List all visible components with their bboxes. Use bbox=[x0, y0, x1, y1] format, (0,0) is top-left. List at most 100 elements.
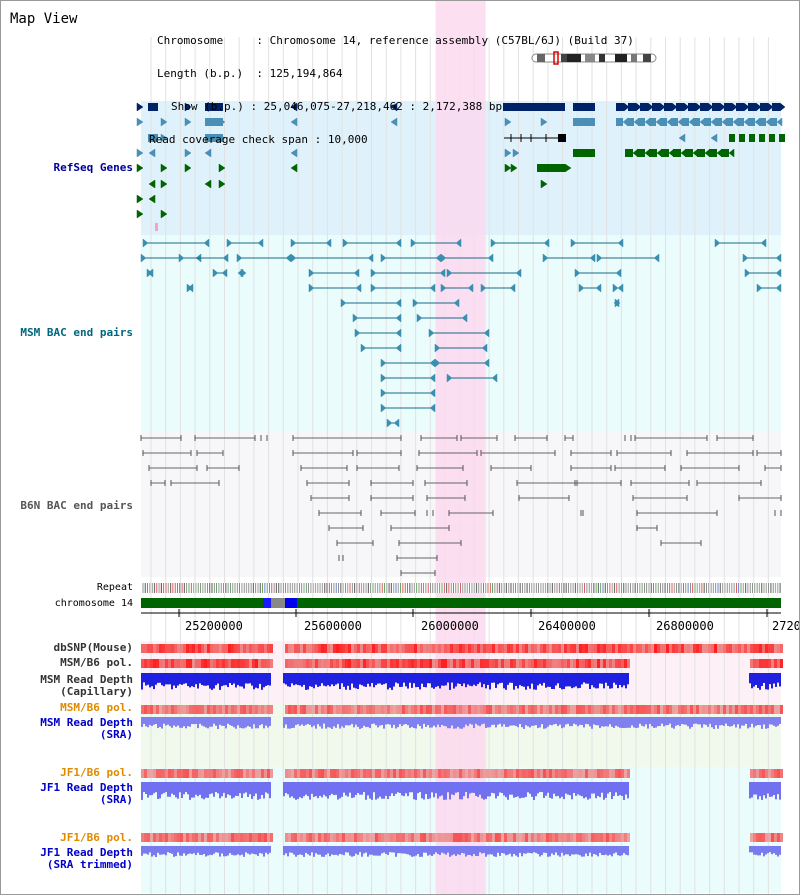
read-depth-bar bbox=[713, 717, 715, 729]
heat-cell bbox=[408, 644, 411, 653]
heat-cell bbox=[696, 705, 699, 714]
read-depth-bar bbox=[173, 782, 175, 795]
track-label-b6n-bac[interactable]: B6N BAC end pairs bbox=[20, 499, 133, 512]
read-depth-bar bbox=[183, 846, 185, 854]
read-depth-bar bbox=[213, 846, 215, 854]
read-depth-bar bbox=[483, 673, 485, 685]
heat-cell bbox=[183, 659, 186, 668]
read-depth-bar bbox=[333, 717, 335, 727]
read-depth-bar bbox=[181, 673, 183, 685]
heat-cell bbox=[177, 769, 180, 778]
read-depth-bar bbox=[147, 673, 149, 685]
heat-cell bbox=[387, 833, 390, 842]
heat-cell bbox=[465, 644, 468, 653]
read-depth-bar bbox=[521, 846, 523, 857]
heat-cell bbox=[357, 833, 360, 842]
heat-cell bbox=[615, 705, 618, 714]
heat-cell bbox=[480, 644, 483, 653]
heat-cell bbox=[231, 705, 234, 714]
track-label-msm-depth-sra[interactable]: MSM Read Depth (SRA) bbox=[40, 716, 133, 741]
heat-cell bbox=[753, 833, 756, 842]
heat-cell bbox=[561, 833, 564, 842]
read-depth-bar bbox=[193, 846, 195, 854]
gene-arrow bbox=[428, 328, 435, 338]
track-label-msm-bac[interactable]: MSM BAC end pairs bbox=[20, 326, 133, 339]
heat-cell bbox=[270, 705, 273, 714]
gene-arrow bbox=[184, 148, 192, 158]
track-label-jf1-b6-pol-2[interactable]: JF1/B6 pol. bbox=[60, 831, 133, 844]
read-depth-bar bbox=[751, 717, 753, 724]
heat-cell bbox=[309, 705, 312, 714]
heat-cell bbox=[480, 659, 483, 668]
heat-cell bbox=[189, 833, 192, 842]
track-label-jf1-b6-pol-1[interactable]: JF1/B6 pol. bbox=[60, 766, 133, 779]
heat-cell bbox=[567, 705, 570, 714]
read-depth-bar bbox=[313, 782, 315, 797]
read-depth-bar bbox=[327, 717, 329, 728]
read-depth-bar bbox=[317, 846, 319, 855]
read-depth-bar bbox=[255, 782, 257, 794]
read-depth-bar bbox=[391, 717, 393, 728]
gene-arrow bbox=[237, 268, 244, 278]
read-depth-bar bbox=[423, 717, 425, 724]
gene-block bbox=[682, 118, 689, 126]
read-depth-bar bbox=[759, 782, 761, 797]
heat-cell bbox=[465, 659, 468, 668]
track-label-msm-b6-pol-1[interactable]: MSM/B6 pol. bbox=[60, 656, 133, 669]
heat-cell bbox=[465, 833, 468, 842]
read-depth-bar bbox=[545, 717, 547, 729]
gene-arrow bbox=[390, 117, 398, 127]
read-depth-bar bbox=[149, 846, 151, 853]
gene-arrow bbox=[257, 238, 264, 248]
heat-cell bbox=[189, 659, 192, 668]
read-depth-bar bbox=[421, 782, 423, 799]
read-depth-bar bbox=[581, 717, 583, 726]
read-depth-bar bbox=[177, 846, 179, 853]
heat-cell bbox=[474, 644, 477, 653]
read-depth-bar bbox=[221, 673, 223, 687]
heat-cell bbox=[624, 833, 627, 842]
track-label-msm-depth-capillary[interactable]: MSM Read Depth (Capillary) bbox=[40, 673, 133, 698]
read-depth-bar bbox=[575, 782, 577, 796]
gene-block bbox=[693, 118, 700, 126]
heat-cell bbox=[555, 769, 558, 778]
read-depth-bar bbox=[155, 717, 157, 725]
track-label-dbsnp[interactable]: dbSNP(Mouse) bbox=[53, 641, 133, 654]
read-depth-bar bbox=[165, 717, 167, 726]
heat-cell bbox=[195, 659, 198, 668]
read-depth-bar bbox=[313, 846, 315, 857]
heat-cell bbox=[570, 705, 573, 714]
read-depth-bar bbox=[193, 717, 195, 725]
read-depth-bar bbox=[597, 673, 599, 689]
track-label-msm-b6-pol-2[interactable]: MSM/B6 pol. bbox=[60, 701, 133, 714]
track-label-refseq[interactable]: RefSeq Genes bbox=[53, 161, 133, 174]
read-depth-bar bbox=[171, 846, 173, 854]
heat-cell bbox=[294, 769, 297, 778]
track-label-jf1-depth-sra[interactable]: JF1 Read Depth (SRA) bbox=[40, 781, 133, 806]
heat-cell bbox=[750, 833, 753, 842]
read-depth-bar bbox=[779, 782, 781, 800]
heat-cell bbox=[153, 705, 156, 714]
heat-cell bbox=[321, 659, 324, 668]
read-depth-bar bbox=[371, 717, 373, 725]
heat-cell bbox=[333, 659, 336, 668]
heat-cell bbox=[579, 769, 582, 778]
read-depth-bar bbox=[297, 846, 299, 856]
heat-cell bbox=[165, 644, 168, 653]
read-depth-bar bbox=[551, 846, 553, 854]
heat-cell bbox=[681, 644, 684, 653]
read-depth-bar bbox=[305, 846, 307, 853]
heat-cell bbox=[246, 705, 249, 714]
read-depth-bar bbox=[175, 673, 177, 688]
gene-arrow bbox=[160, 163, 168, 173]
read-depth-bar bbox=[347, 782, 349, 797]
track-label-jf1-depth-trimmed[interactable]: JF1 Read Depth (SRA trimmed) bbox=[40, 846, 133, 871]
read-depth-bar bbox=[431, 782, 433, 793]
read-depth-bar bbox=[227, 673, 229, 688]
gene-block bbox=[573, 103, 595, 111]
heat-cell bbox=[372, 659, 375, 668]
gene-block bbox=[627, 118, 634, 126]
gene-arrow bbox=[504, 117, 512, 127]
read-depth-bar bbox=[415, 782, 417, 800]
